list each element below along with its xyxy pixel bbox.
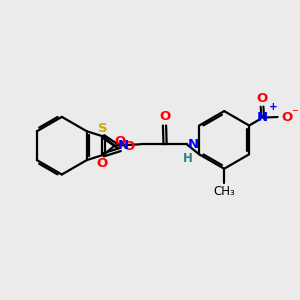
Text: S: S [98, 122, 108, 135]
Text: N: N [257, 111, 268, 124]
Text: O: O [123, 140, 135, 153]
Text: +: + [269, 102, 278, 112]
Text: N: N [118, 139, 129, 152]
Text: H: H [183, 152, 193, 165]
Text: O: O [256, 92, 268, 105]
Text: ⁻: ⁻ [292, 107, 298, 120]
Text: N: N [188, 138, 199, 151]
Text: O: O [96, 158, 107, 170]
Text: O: O [281, 110, 292, 124]
Text: O: O [159, 110, 170, 124]
Text: O: O [115, 135, 126, 148]
Text: CH₃: CH₃ [213, 185, 235, 198]
